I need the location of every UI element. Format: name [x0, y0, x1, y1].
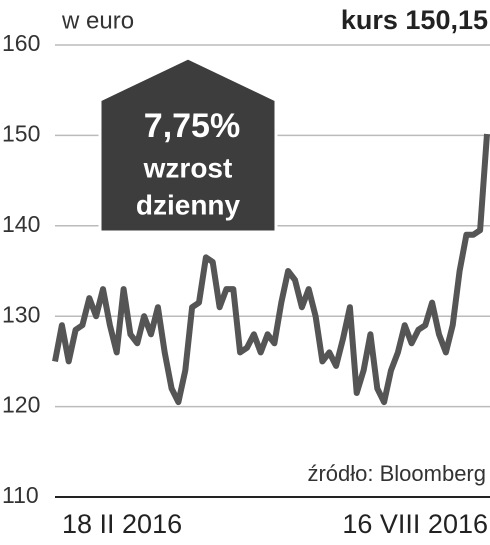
line — [52, 133, 490, 406]
y-tick-label: 110 — [2, 482, 39, 508]
y-tick-label: 160 — [2, 30, 40, 56]
price-text: 150,15 — [405, 5, 488, 35]
x-tick-label: 18 II 2016 — [62, 509, 182, 539]
callout-value: 7,75% — [144, 107, 240, 145]
x-tick-label: 16 VIII 2016 — [342, 509, 488, 539]
y-tick-label: 120 — [2, 392, 40, 418]
callout-text: dzienny — [136, 189, 241, 220]
price-header: kurs 150,15 — [341, 5, 488, 35]
y-tick-label: 130 — [2, 301, 40, 327]
subtitle: w euro — [61, 7, 134, 34]
source: źródło: Bloomberg — [307, 461, 486, 486]
y-tick-label: 140 — [2, 211, 40, 237]
callout-text: wzrost — [143, 152, 233, 183]
y-tick-label: 150 — [2, 120, 40, 146]
price-label: kurs — [341, 5, 398, 35]
callout-box — [98, 56, 278, 234]
